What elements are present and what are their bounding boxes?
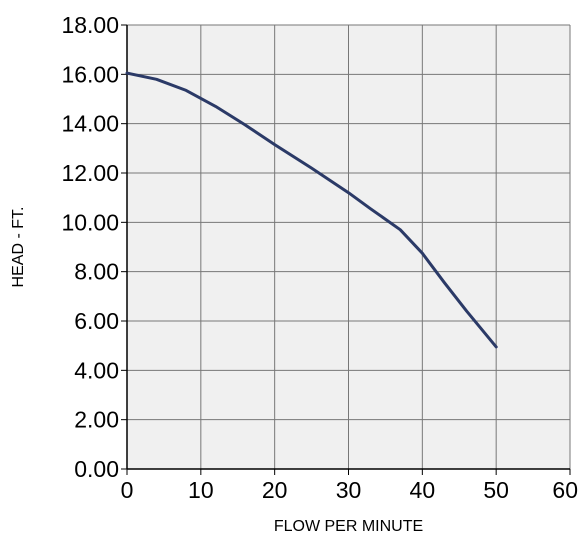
x-tick-label: 60 xyxy=(552,477,578,503)
series xyxy=(125,71,498,349)
y-tick-label: 16.00 xyxy=(61,61,119,87)
x-tick-label: 50 xyxy=(483,477,509,503)
y-tick-label: 2.00 xyxy=(74,407,119,433)
y-tick-label: 6.00 xyxy=(74,308,119,334)
x-axis-title: FLOW PER MINUTE xyxy=(274,518,423,535)
x-tick-label: 0 xyxy=(121,477,134,503)
x-tick-label: 20 xyxy=(262,477,288,503)
y-tick-label: 4.00 xyxy=(74,357,119,383)
y-tick-label: 12.00 xyxy=(61,160,119,186)
y-axis-ticks: 0.00 2.00 4.00 6.00 8.00 10.00 12.00 14.00 16.00… xyxy=(61,12,119,482)
series-line xyxy=(125,71,498,349)
y-tick-label: 8.00 xyxy=(74,259,119,285)
y-tick-label: 14.00 xyxy=(61,111,119,137)
x-tick-label: 10 xyxy=(188,477,214,503)
x-tick-label: 30 xyxy=(336,477,362,503)
y-tick-label: 0.00 xyxy=(74,456,119,482)
x-axis-ticks: 0 10 20 30 40 50 60 xyxy=(121,477,578,503)
y-tick-label: 18.00 xyxy=(61,12,119,38)
axes xyxy=(121,24,571,475)
y-axis-title: HEAD - FT. xyxy=(10,207,27,288)
grid xyxy=(127,24,571,469)
y-tick-label: 10.00 xyxy=(61,209,119,235)
x-tick-label: 40 xyxy=(410,477,436,503)
